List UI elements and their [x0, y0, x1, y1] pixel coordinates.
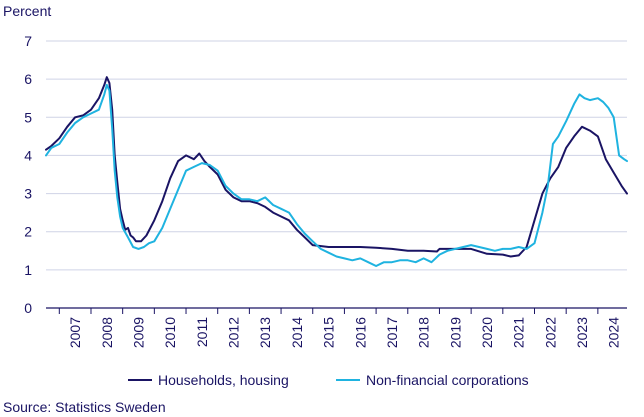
y-axis-label: Percent	[3, 3, 51, 19]
source-note: Source: Statistics Sweden	[3, 399, 166, 415]
gridlines	[46, 40, 627, 309]
x-tick-label: 2023	[574, 317, 590, 348]
x-tick-label: 2010	[162, 317, 178, 348]
y-tick-label: 1	[24, 262, 32, 278]
y-tick-label: 4	[24, 147, 32, 163]
series-lines	[45, 76, 628, 267]
x-tick-label: 2011	[194, 317, 210, 347]
x-tick-label: 2022	[542, 317, 558, 348]
series-line-non-financial-corporations	[45, 83, 628, 267]
y-tick-label: 0	[24, 300, 32, 316]
x-tick-label: 2007	[67, 317, 83, 348]
x-tick-label: 2015	[321, 317, 337, 348]
legend: Households, housing Non-financial corpora…	[128, 372, 529, 388]
x-tick-label: 2009	[131, 317, 147, 348]
y-tick-labels: 0 1 2 3 4 5 6 7	[24, 33, 32, 316]
legend-label: Non-financial corporations	[366, 372, 529, 388]
x-tick-label: 2016	[352, 317, 368, 348]
x-tick-labels: 2007 2008 2009 2010 2011 2012 2013 2014 2015 2016…	[58, 308, 622, 348]
x-tick-label: 2013	[257, 317, 273, 348]
y-tick-label: 3	[24, 186, 32, 202]
y-tick-label: 5	[24, 109, 32, 125]
x-tick-label: 2024	[606, 317, 622, 348]
y-tick-label: 6	[24, 71, 32, 87]
x-tick-label: 2018	[416, 317, 432, 348]
x-tick-label: 2021	[511, 317, 527, 348]
legend-label: Households, housing	[158, 372, 289, 388]
x-tick-label: 2012	[226, 317, 242, 348]
series-line-households-housing	[45, 76, 628, 258]
y-tick-label: 7	[24, 33, 32, 49]
x-tick-label: 2008	[99, 317, 115, 348]
x-tick-label: 2014	[289, 317, 305, 348]
x-tick-label: 2019	[447, 317, 463, 348]
y-tick-label: 2	[24, 224, 32, 240]
x-tick-label: 2017	[384, 317, 400, 348]
x-tick-label: 2020	[479, 317, 495, 348]
